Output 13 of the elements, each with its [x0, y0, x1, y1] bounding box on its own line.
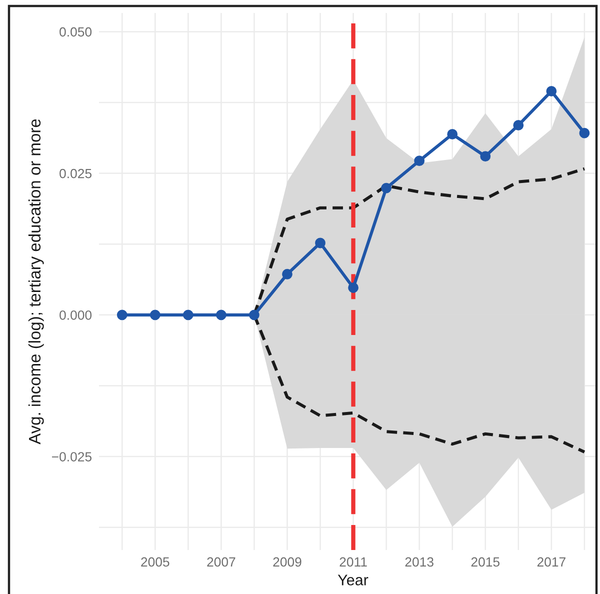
x-axis-title: Year	[338, 574, 368, 586]
y-tick-label: 0.050	[60, 27, 92, 37]
x-tick-label: 2009	[273, 557, 302, 567]
y-axis-title: Avg. income (log); tertiary education or more	[28, 119, 44, 444]
y-tick-label: 0.025	[60, 168, 92, 178]
x-tick-label: 2007	[207, 557, 236, 567]
y-tick-label: −0.025	[52, 452, 92, 462]
x-tick-label: 2005	[141, 557, 170, 567]
x-tick-label: 2013	[405, 557, 434, 567]
y-tick-label: 0.000	[60, 310, 92, 320]
x-tick-label: 2011	[340, 557, 367, 567]
x-tick-label: 2015	[471, 557, 500, 567]
x-tick-label: 2017	[537, 557, 566, 567]
